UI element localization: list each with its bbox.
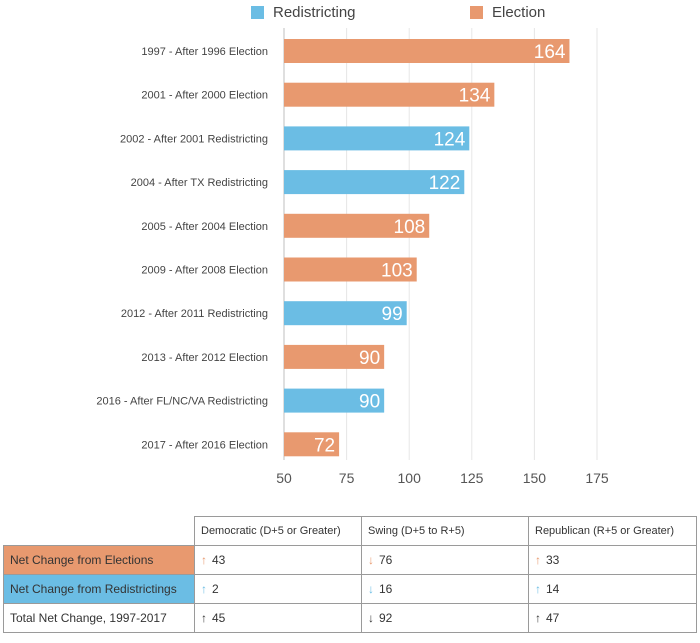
table-row: Net Change from Elections ↑ 43 ↓ 76 ↑ 33 <box>3 545 697 575</box>
column-header-swing: Swing (D+5 to R+5) <box>361 516 529 546</box>
category-label-1997-after-1996-election: 1997 - After 1996 Election <box>141 46 268 58</box>
table-row: Net Change from Redistrictings ↑ 2 ↓ 16 ↑ 14 <box>3 574 697 604</box>
category-label-2009-after-2008-election: 2009 - After 2008 Election <box>141 265 268 277</box>
table-cell: ↓ 16 <box>361 574 529 604</box>
table-cell: ↓ 76 <box>361 545 529 575</box>
arrow-down-icon: ↓ <box>368 582 374 596</box>
cell-value: 76 <box>379 553 393 567</box>
category-label-2016-after-fl-nc-va-redistricting: 2016 - After FL/NC/VA Redistricting <box>96 396 268 408</box>
x-tick-label-125: 125 <box>460 470 484 486</box>
net-change-table: Democratic (D+5 or Greater) Swing (D+5 t… <box>3 516 697 633</box>
arrow-down-icon: ↓ <box>368 553 374 567</box>
row-label-total: Total Net Change, 1997-2017 <box>3 603 195 633</box>
table-row: Total Net Change, 1997-2017 ↑ 45 ↓ 92 ↑ 47 <box>3 603 697 633</box>
legend-item-election: Election <box>470 4 545 21</box>
column-header-democratic: Democratic (D+5 or Greater) <box>194 516 362 546</box>
arrow-down-icon: ↓ <box>368 611 374 625</box>
legend-swatch-redistricting <box>251 6 264 19</box>
bar-6 <box>284 257 417 282</box>
bar-3 <box>284 126 470 151</box>
bar-value-label: 108 <box>394 217 426 238</box>
bar-value-label: 124 <box>434 129 466 150</box>
bar-9 <box>284 388 385 413</box>
x-tick-label-75: 75 <box>339 470 355 486</box>
arrow-up-icon: ↑ <box>535 582 541 596</box>
bar-value-label: 90 <box>359 392 380 413</box>
bar-8 <box>284 344 385 369</box>
bar-value-label: 134 <box>459 86 491 107</box>
arrow-up-icon: ↑ <box>201 582 207 596</box>
legend-label-election: Election <box>492 4 546 21</box>
cell-value: 45 <box>212 611 226 625</box>
bar-value-label: 99 <box>382 304 403 325</box>
category-label-2017-after-2016-election: 2017 - After 2016 Election <box>141 439 268 451</box>
table-cell: ↑ 47 <box>528 603 697 633</box>
category-label-2012-after-2011-redistricting: 2012 - After 2011 Redistricting <box>121 308 268 320</box>
table-header-row: Democratic (D+5 or Greater) Swing (D+5 t… <box>3 516 697 546</box>
cell-value: 14 <box>546 582 560 596</box>
table-cell: ↑ 33 <box>528 545 697 575</box>
bar-chart: 164 134 124 122 108 103 99 90 90 72 1997 - After … <box>96 28 609 486</box>
bars: 164 134 124 122 108 103 99 90 90 72 <box>284 39 570 457</box>
bar-value-label: 122 <box>429 173 461 194</box>
bar-5 <box>284 213 430 238</box>
row-label-election: Net Change from Elections <box>3 545 195 575</box>
legend-swatch-election <box>470 6 483 19</box>
table-cell: ↑ 45 <box>194 603 362 633</box>
bar-value-label: 90 <box>359 348 380 369</box>
bar-7 <box>284 301 407 326</box>
bar-1 <box>284 39 570 63</box>
arrow-up-icon: ↑ <box>201 553 207 567</box>
x-tick-label-150: 150 <box>523 470 547 486</box>
category-label-2013-after-2012-election: 2013 - After 2012 Election <box>141 352 268 364</box>
x-axis-ticks: 50 75 100 125 150 175 <box>276 470 609 486</box>
table-cell: ↑ 43 <box>194 545 362 575</box>
cell-value: 92 <box>379 611 393 625</box>
bar-value-label: 103 <box>381 261 413 282</box>
category-label-2004-after-tx-redistricting: 2004 - After TX Redistricting <box>131 177 268 189</box>
cell-value: 33 <box>546 553 560 567</box>
legend-item-redistricting: Redistricting <box>251 4 356 21</box>
cell-value: 47 <box>546 611 560 625</box>
table-corner <box>3 516 195 546</box>
cell-value: 16 <box>379 582 393 596</box>
bar-value-label: 72 <box>314 435 335 456</box>
chart-legend: Redistricting Election <box>0 4 700 24</box>
category-labels: 1997 - After 1996 Election 2001 - After 2… <box>96 46 268 451</box>
arrow-up-icon: ↑ <box>535 553 541 567</box>
x-tick-label-175: 175 <box>585 470 609 486</box>
x-tick-label-50: 50 <box>276 470 292 486</box>
column-header-republican: Republican (R+5 or Greater) <box>528 516 697 546</box>
category-label-2001-after-2000-election: 2001 - After 2000 Election <box>141 90 268 102</box>
table-cell: ↑ 2 <box>194 574 362 604</box>
table-cell: ↓ 92 <box>361 603 529 633</box>
arrow-up-icon: ↑ <box>201 611 207 625</box>
bar-value-label: 164 <box>534 42 566 63</box>
x-tick-label-100: 100 <box>398 470 422 486</box>
legend-label-redistricting: Redistricting <box>273 4 356 21</box>
bar-2 <box>284 82 495 107</box>
arrow-up-icon: ↑ <box>535 611 541 625</box>
table-body: Net Change from Elections ↑ 43 ↓ 76 ↑ 33 Net Ch… <box>3 545 697 633</box>
bar-4 <box>284 170 465 195</box>
cell-value: 43 <box>212 553 226 567</box>
bar-10 <box>284 432 340 457</box>
row-label-redistricting: Net Change from Redistrictings <box>3 574 195 604</box>
cell-value: 2 <box>212 582 219 596</box>
category-label-2005-after-2004-election: 2005 - After 2004 Election <box>141 221 268 233</box>
table-cell: ↑ 14 <box>528 574 697 604</box>
category-label-2002-after-2001-redistricting: 2002 - After 2001 Redistricting <box>120 133 268 145</box>
